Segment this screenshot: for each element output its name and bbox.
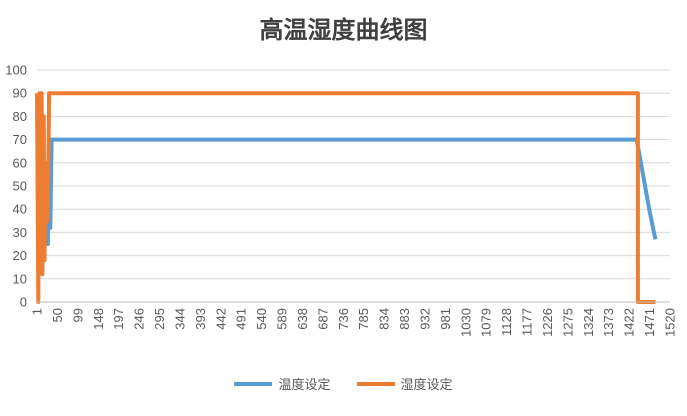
x-tick-label: 246 xyxy=(132,308,147,330)
legend-label-series-2: 湿度设定 xyxy=(400,378,453,393)
y-tick-label: 70 xyxy=(13,132,27,147)
y-tick-label: 0 xyxy=(20,295,27,310)
x-tick-label: 589 xyxy=(275,308,290,330)
x-tick-label: 785 xyxy=(356,308,371,330)
y-tick-label: 100 xyxy=(5,63,27,78)
y-tick-label: 20 xyxy=(13,248,27,263)
y-tick-label: 60 xyxy=(13,155,27,170)
legend: 温度设定 湿度设定 xyxy=(0,374,687,393)
legend-swatch-series-1 xyxy=(234,381,273,386)
x-tick-label: 834 xyxy=(377,308,392,330)
chart-title: 高温湿度曲线图 xyxy=(259,15,428,44)
y-tick-label: 40 xyxy=(13,202,27,217)
x-tick-label: 442 xyxy=(213,308,228,330)
x-tick-label: 99 xyxy=(70,308,85,322)
x-tick-label: 1226 xyxy=(540,308,555,337)
x-tick-label: 491 xyxy=(234,308,249,330)
y-tick-label: 50 xyxy=(13,179,27,194)
x-tick-label: 1373 xyxy=(601,308,616,337)
y-axis-ticks: 0 10 20 30 40 50 60 70 80 90 100 xyxy=(5,63,27,310)
x-tick-label: 1079 xyxy=(479,308,494,337)
x-tick-label: 1177 xyxy=(520,308,535,336)
series-line-1 xyxy=(42,137,658,246)
x-tick-label: 883 xyxy=(397,308,412,330)
legend-swatch-series-2 xyxy=(356,381,395,386)
x-tick-label: 1324 xyxy=(581,308,596,337)
x-tick-label: 1 xyxy=(30,308,45,315)
x-tick-label: 344 xyxy=(172,308,187,330)
x-tick-label: 1520 xyxy=(663,308,678,337)
x-tick-label: 981 xyxy=(438,308,453,330)
x-axis-ticks: 1 50 99 148 197 246 295 344 393 442 491 540 589 638 68… xyxy=(30,308,678,337)
x-tick-label: 638 xyxy=(295,308,310,330)
x-tick-label: 1275 xyxy=(560,308,575,337)
x-tick-label: 932 xyxy=(417,308,432,330)
x-tick-label: 1422 xyxy=(622,308,637,337)
x-tick-label: 1471 xyxy=(642,308,657,337)
x-tick-label: 393 xyxy=(193,308,208,330)
x-tick-label: 1128 xyxy=(499,308,514,336)
x-tick-label: 540 xyxy=(254,308,269,330)
y-tick-label: 30 xyxy=(13,225,27,240)
series-line-2 xyxy=(35,91,656,304)
x-tick-label: 50 xyxy=(50,308,65,322)
y-tick-label: 90 xyxy=(13,86,27,101)
legend-item-series-1: 温度设定 xyxy=(234,374,331,393)
x-tick-label: 1030 xyxy=(458,308,473,337)
y-tick-label: 80 xyxy=(13,109,27,124)
series-lines xyxy=(35,91,658,304)
x-tick-label: 148 xyxy=(91,308,106,330)
x-tick-label: 687 xyxy=(315,308,330,330)
x-tick-label: 736 xyxy=(336,308,351,330)
x-tick-label: 197 xyxy=(111,308,126,330)
legend-item-series-2: 湿度设定 xyxy=(356,374,453,393)
y-tick-label: 10 xyxy=(13,271,27,286)
x-tick-label: 295 xyxy=(152,308,167,330)
legend-label-series-1: 温度设定 xyxy=(278,378,331,393)
gridlines xyxy=(37,69,670,280)
